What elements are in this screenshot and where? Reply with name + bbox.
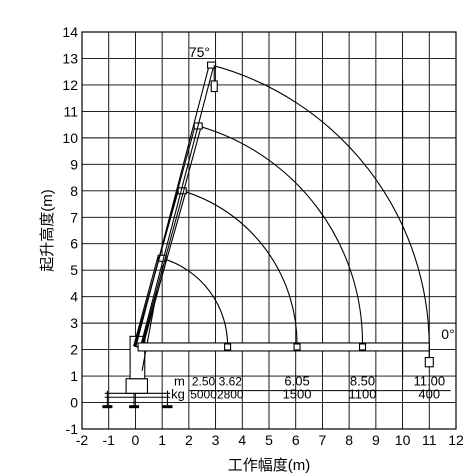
horizontal-boom-joint <box>224 343 232 351</box>
crane-base-block <box>125 378 149 394</box>
outrigger-pad <box>102 405 113 409</box>
horizontal-boom-joint <box>293 343 301 351</box>
boom-joint <box>157 254 167 262</box>
y-tick-label: 2 <box>70 342 78 358</box>
y-tick-label: 1 <box>70 368 78 384</box>
radius-value: 3.62 <box>219 374 243 388</box>
x-tick-label: 5 <box>265 432 273 448</box>
x-tick-label: 6 <box>292 432 300 448</box>
y-tick-label: 0 <box>70 395 78 411</box>
x-tick-label: 8 <box>345 432 353 448</box>
plot-frame <box>81 31 457 430</box>
load-table: mkg 2.50 3.62 6.05 8.50 11.00 5000 2800 1500 1100… <box>171 373 451 402</box>
x-tick-label: 4 <box>238 432 246 448</box>
radius-value: 6.05 <box>284 373 309 388</box>
hook-block <box>210 80 218 93</box>
angle-label-0: 0° <box>441 326 454 342</box>
x-tick-label: 11 <box>422 432 437 448</box>
boom-joint <box>207 61 217 69</box>
load-value: 5000 <box>190 388 217 402</box>
radius-unit: m <box>174 373 185 388</box>
x-tick-label: 12 <box>448 432 464 448</box>
y-tick-label: 3 <box>70 315 78 331</box>
radius-value: 2.50 <box>192 374 216 388</box>
y-tick-label: 4 <box>70 289 78 305</box>
boom-section <box>135 63 215 349</box>
radius-arc <box>161 257 229 347</box>
x-tick-label: 2 <box>185 432 193 448</box>
horizontal-boom <box>137 342 430 352</box>
x-axis-title: 工作幅度(m) <box>228 457 311 473</box>
hook-block-0 <box>424 356 434 368</box>
y-tick-label: 9 <box>70 156 78 172</box>
x-tick-label: -2 <box>76 432 89 448</box>
y-tick-label: 7 <box>70 209 78 225</box>
radius-arc <box>211 64 430 347</box>
x-tick-label: 10 <box>395 432 411 448</box>
y-tick-label: 12 <box>62 77 78 93</box>
outrigger-pad <box>162 405 173 409</box>
angle-label-75: 75° <box>189 44 210 60</box>
x-tick-label: 9 <box>372 432 380 448</box>
load-value: 2800 <box>217 388 244 402</box>
radius-value: 8.50 <box>350 373 375 388</box>
radius-arc <box>198 125 364 347</box>
x-tick-labels: -2 -1 0 1 2 3 4 5 6 7 8 9 10 11 12 <box>76 432 464 448</box>
y-tick-label: 11 <box>63 103 78 119</box>
y-tick-label: 6 <box>70 236 78 252</box>
y-tick-label: 10 <box>62 130 78 146</box>
y-tick-label: 14 <box>62 24 78 40</box>
y-tick-label: -1 <box>66 421 79 437</box>
crane-drawing <box>102 61 434 409</box>
y-tick-label: 13 <box>62 50 78 66</box>
x-tick-label: -1 <box>102 432 115 448</box>
radius-value: 11.00 <box>413 373 445 388</box>
x-tick-label: 0 <box>132 432 140 448</box>
load-value: 1500 <box>283 387 312 402</box>
x-tick-label: 3 <box>212 432 220 448</box>
weight-unit: kg <box>171 387 185 402</box>
y-axis-title: 起升高度(m) <box>39 189 56 272</box>
load-value: 1100 <box>349 387 377 402</box>
x-tick-label: 7 <box>319 432 327 448</box>
radius-arc <box>182 190 298 347</box>
horizontal-boom-joint <box>358 343 367 351</box>
luffing-cylinder <box>141 291 158 371</box>
outrigger-pad <box>129 405 140 409</box>
y-tick-label: 5 <box>70 262 78 278</box>
working-radius-arcs <box>161 64 430 347</box>
load-value: 400 <box>418 387 440 402</box>
x-tick-label: 1 <box>158 432 166 448</box>
y-tick-label: 8 <box>70 183 78 199</box>
